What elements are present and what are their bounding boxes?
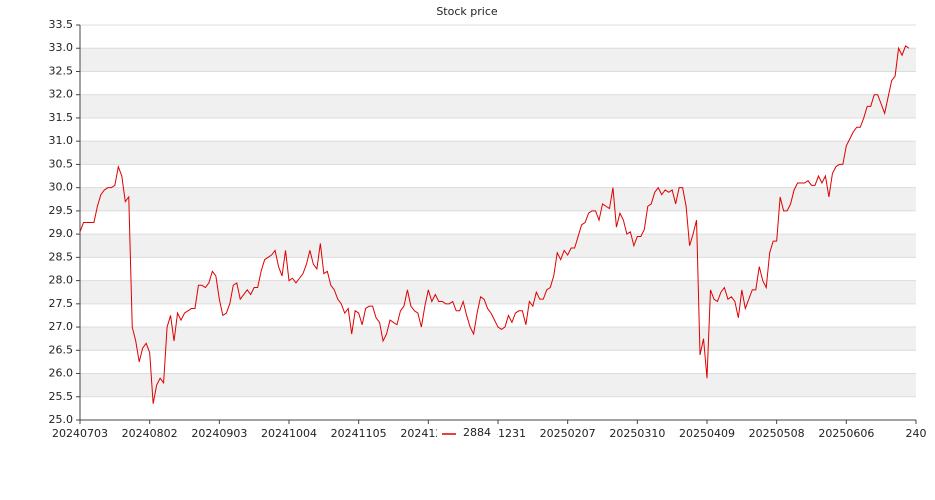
y-tick-label: 30.5 xyxy=(49,157,74,170)
y-tick-label: 32.0 xyxy=(49,88,74,101)
grid-band xyxy=(80,94,916,118)
y-tick-label: 33.5 xyxy=(49,18,74,31)
y-tick-label: 28.5 xyxy=(49,250,74,263)
y-tick-label: 32.5 xyxy=(49,64,74,77)
x-tick-label: 20241004 xyxy=(261,427,317,440)
y-tick-label: 27.5 xyxy=(49,297,74,310)
y-tick-label: 30.0 xyxy=(49,181,74,194)
grid-band xyxy=(80,280,916,304)
y-tick-label: 29.0 xyxy=(49,227,74,240)
y-tick-label: 25.5 xyxy=(49,390,74,403)
price-line xyxy=(79,45,910,404)
x-tick-label: 20250310 xyxy=(609,427,665,440)
grid-band xyxy=(80,187,916,211)
x-tick-label: 20250207 xyxy=(540,427,596,440)
grid-band xyxy=(80,141,916,165)
x-tick-label: 20240802 xyxy=(122,427,178,440)
y-tick-label: 28.0 xyxy=(49,274,74,287)
x-tick-label: 20250508 xyxy=(749,427,805,440)
x-tick-label: 20250606 xyxy=(818,427,874,440)
grid-band xyxy=(80,234,916,258)
x-tick-label: 20241105 xyxy=(331,427,387,440)
x-tick-label: 20240703 xyxy=(52,427,108,440)
y-tick-label: 33.0 xyxy=(49,41,74,54)
y-tick-label: 29.5 xyxy=(49,204,74,217)
legend-label: 2884 xyxy=(463,426,491,439)
y-tick-label: 27.0 xyxy=(49,320,74,333)
x-tick-label: 240 xyxy=(906,427,927,440)
grid-band xyxy=(80,48,916,72)
legend: 2884 xyxy=(437,425,497,441)
y-tick-label: 31.0 xyxy=(49,134,74,147)
chart-title: Stock price xyxy=(436,5,498,18)
x-tick-label: 20240903 xyxy=(191,427,247,440)
grid-band xyxy=(80,373,916,397)
y-tick-label: 26.5 xyxy=(49,343,74,356)
y-tick-label: 31.5 xyxy=(49,111,74,124)
grid-band xyxy=(80,327,916,351)
x-tick-label: 20250409 xyxy=(679,427,735,440)
y-tick-label: 26.0 xyxy=(49,367,74,380)
legend-box xyxy=(437,425,497,441)
y-tick-label: 25.0 xyxy=(49,413,74,426)
